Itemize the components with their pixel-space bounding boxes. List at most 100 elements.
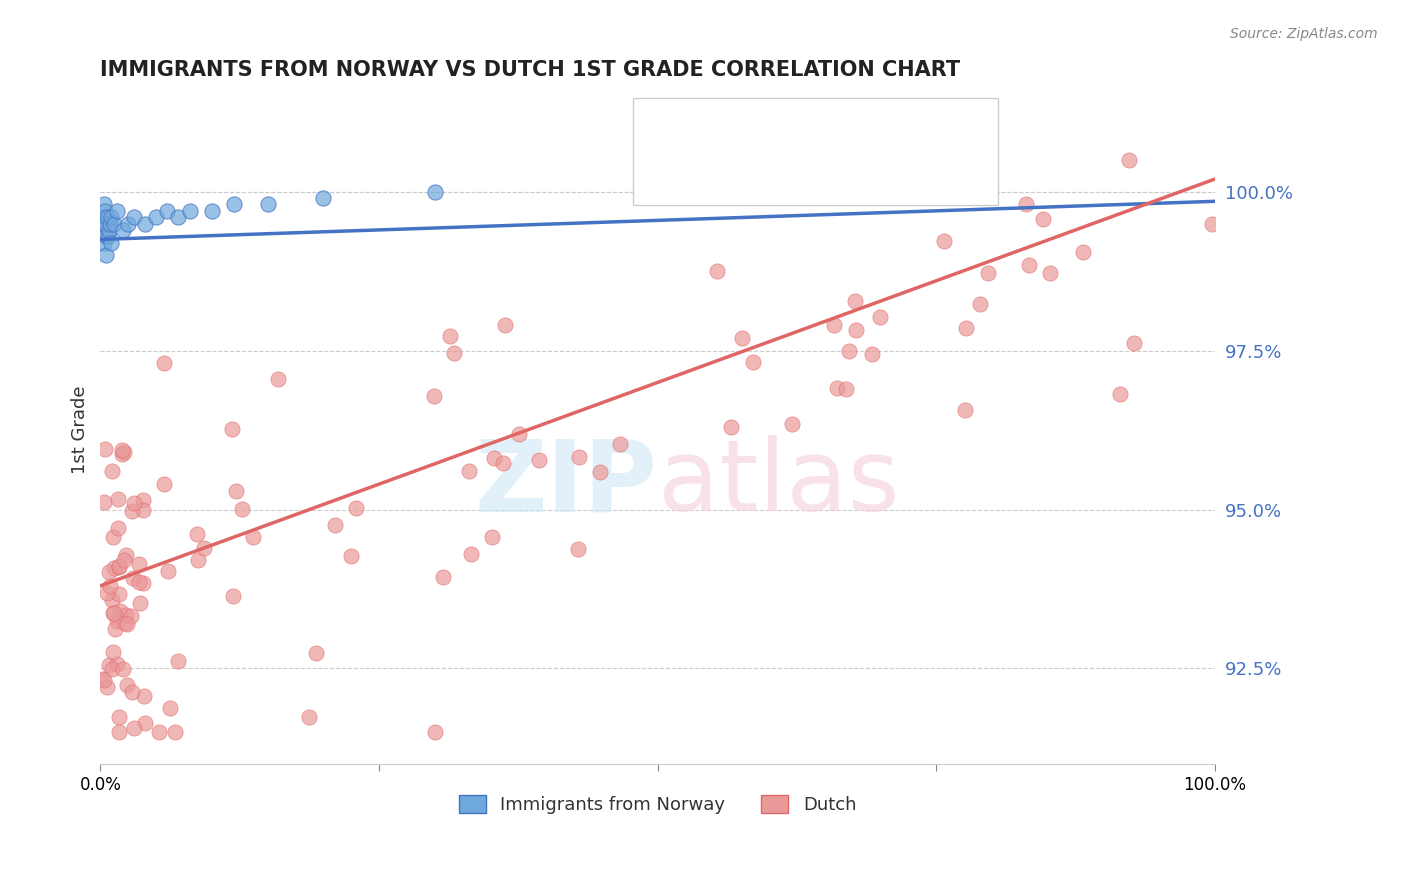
Point — [97, 658, 120, 673]
Point — [825, 381, 848, 395]
Point — [955, 403, 977, 417]
Point — [312, 191, 335, 205]
Point — [121, 504, 143, 518]
Point — [132, 493, 155, 508]
Point — [108, 558, 131, 573]
Point — [187, 553, 209, 567]
Point — [100, 593, 122, 607]
Point — [96, 680, 118, 694]
Point — [111, 447, 134, 461]
Point — [1201, 217, 1223, 231]
Point — [122, 721, 145, 735]
Point — [107, 520, 129, 534]
Point — [508, 426, 530, 441]
Point — [201, 203, 224, 218]
Point — [423, 389, 446, 403]
Point — [1032, 212, 1054, 227]
Point — [120, 609, 142, 624]
Point — [134, 217, 156, 231]
Point — [94, 203, 117, 218]
Point — [94, 210, 117, 224]
Point — [94, 229, 117, 244]
Point — [129, 596, 152, 610]
Point — [117, 217, 139, 231]
Text: atlas: atlas — [658, 435, 900, 532]
Point — [242, 530, 264, 544]
Point — [101, 644, 124, 658]
Point — [93, 495, 115, 509]
Point — [108, 725, 131, 739]
Point — [340, 549, 363, 563]
Point — [167, 654, 190, 668]
Point — [96, 210, 118, 224]
Point — [128, 557, 150, 571]
Point — [103, 217, 125, 231]
Point — [165, 725, 187, 739]
Point — [108, 560, 131, 574]
Point — [114, 607, 136, 622]
Point — [121, 684, 143, 698]
Point — [112, 662, 135, 676]
Point — [969, 296, 991, 310]
Text: Source: ZipAtlas.com: Source: ZipAtlas.com — [1230, 27, 1378, 41]
Point — [221, 421, 243, 435]
Point — [100, 210, 122, 224]
Point — [179, 203, 201, 218]
Point — [344, 500, 367, 515]
Point — [1039, 266, 1062, 280]
Point — [1015, 196, 1038, 211]
Point — [305, 646, 328, 660]
Point — [104, 622, 127, 636]
Point — [96, 585, 118, 599]
Point — [589, 465, 612, 479]
Point — [167, 210, 190, 224]
Point — [323, 518, 346, 533]
Point — [742, 354, 765, 368]
Point — [423, 185, 446, 199]
Point — [132, 576, 155, 591]
Point — [1108, 386, 1130, 401]
Point — [105, 203, 128, 218]
Point — [148, 725, 170, 739]
Point — [100, 235, 122, 250]
Point — [152, 356, 174, 370]
Point — [481, 530, 503, 544]
Point — [105, 614, 128, 628]
Point — [112, 445, 135, 459]
Point — [122, 496, 145, 510]
Text: ZIP: ZIP — [475, 435, 658, 532]
Point — [443, 345, 465, 359]
Point — [98, 579, 121, 593]
Point — [156, 564, 179, 578]
Point — [460, 547, 482, 561]
Point — [298, 710, 321, 724]
Point — [108, 710, 131, 724]
Point — [823, 318, 845, 332]
Point — [425, 725, 447, 739]
Point — [91, 672, 114, 686]
Point — [720, 420, 742, 434]
Point — [527, 453, 550, 467]
Point — [977, 266, 1000, 280]
Point — [844, 293, 866, 308]
Point — [225, 483, 247, 498]
Point — [103, 606, 125, 620]
Point — [93, 673, 115, 687]
Point — [267, 372, 290, 386]
Point — [609, 437, 631, 451]
Point — [103, 560, 125, 574]
Point — [91, 217, 114, 231]
Point — [484, 450, 506, 465]
Point — [1118, 153, 1140, 167]
Point — [780, 417, 803, 431]
Point — [231, 502, 253, 516]
Point — [105, 657, 128, 671]
Point — [98, 565, 121, 579]
Point — [114, 548, 136, 562]
Point — [731, 331, 754, 345]
Point — [159, 701, 181, 715]
Point — [1122, 336, 1144, 351]
Y-axis label: 1st Grade: 1st Grade — [72, 386, 89, 475]
Point — [153, 476, 176, 491]
Point — [439, 329, 461, 343]
